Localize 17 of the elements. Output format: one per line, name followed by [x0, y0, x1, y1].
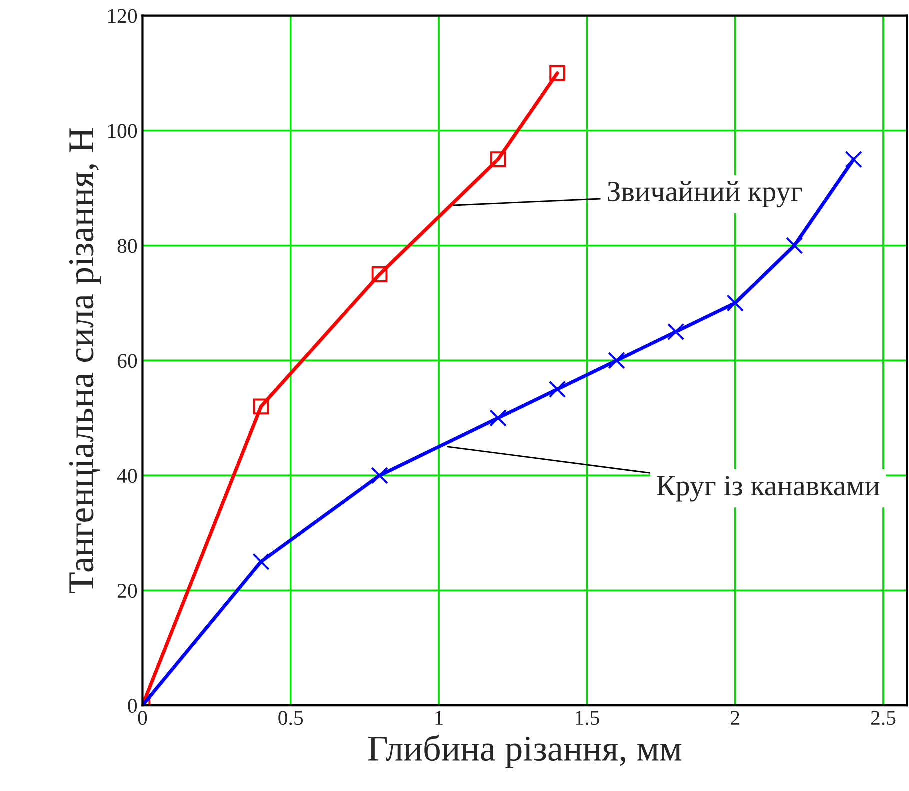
y-tick-label: 20	[118, 584, 138, 598]
annotation: Круг із канавками	[657, 476, 880, 502]
y-tick-label: 40	[117, 469, 138, 484]
x-tick-label: 2.5	[871, 711, 896, 726]
y-tick-label: 60	[118, 354, 138, 368]
y-tick-label: 100	[108, 124, 138, 138]
x-tick-label: 0	[138, 711, 148, 726]
x-tick-label: 1	[436, 711, 443, 725]
x-tick-label: 1.5	[576, 711, 600, 726]
y-tick-label: 120	[108, 9, 138, 24]
y-tick-label: 80	[118, 239, 138, 254]
x-tick-label: 0.5	[278, 711, 304, 726]
x-tick-label: 2	[731, 711, 740, 725]
annotation: Звичайний круг	[608, 181, 802, 208]
x-axis-title: Глибина різання, мм	[368, 734, 682, 768]
y-axis-title: Тангенціальна сила різання, Н	[69, 128, 102, 594]
y-tick-label: 0	[128, 698, 138, 714]
